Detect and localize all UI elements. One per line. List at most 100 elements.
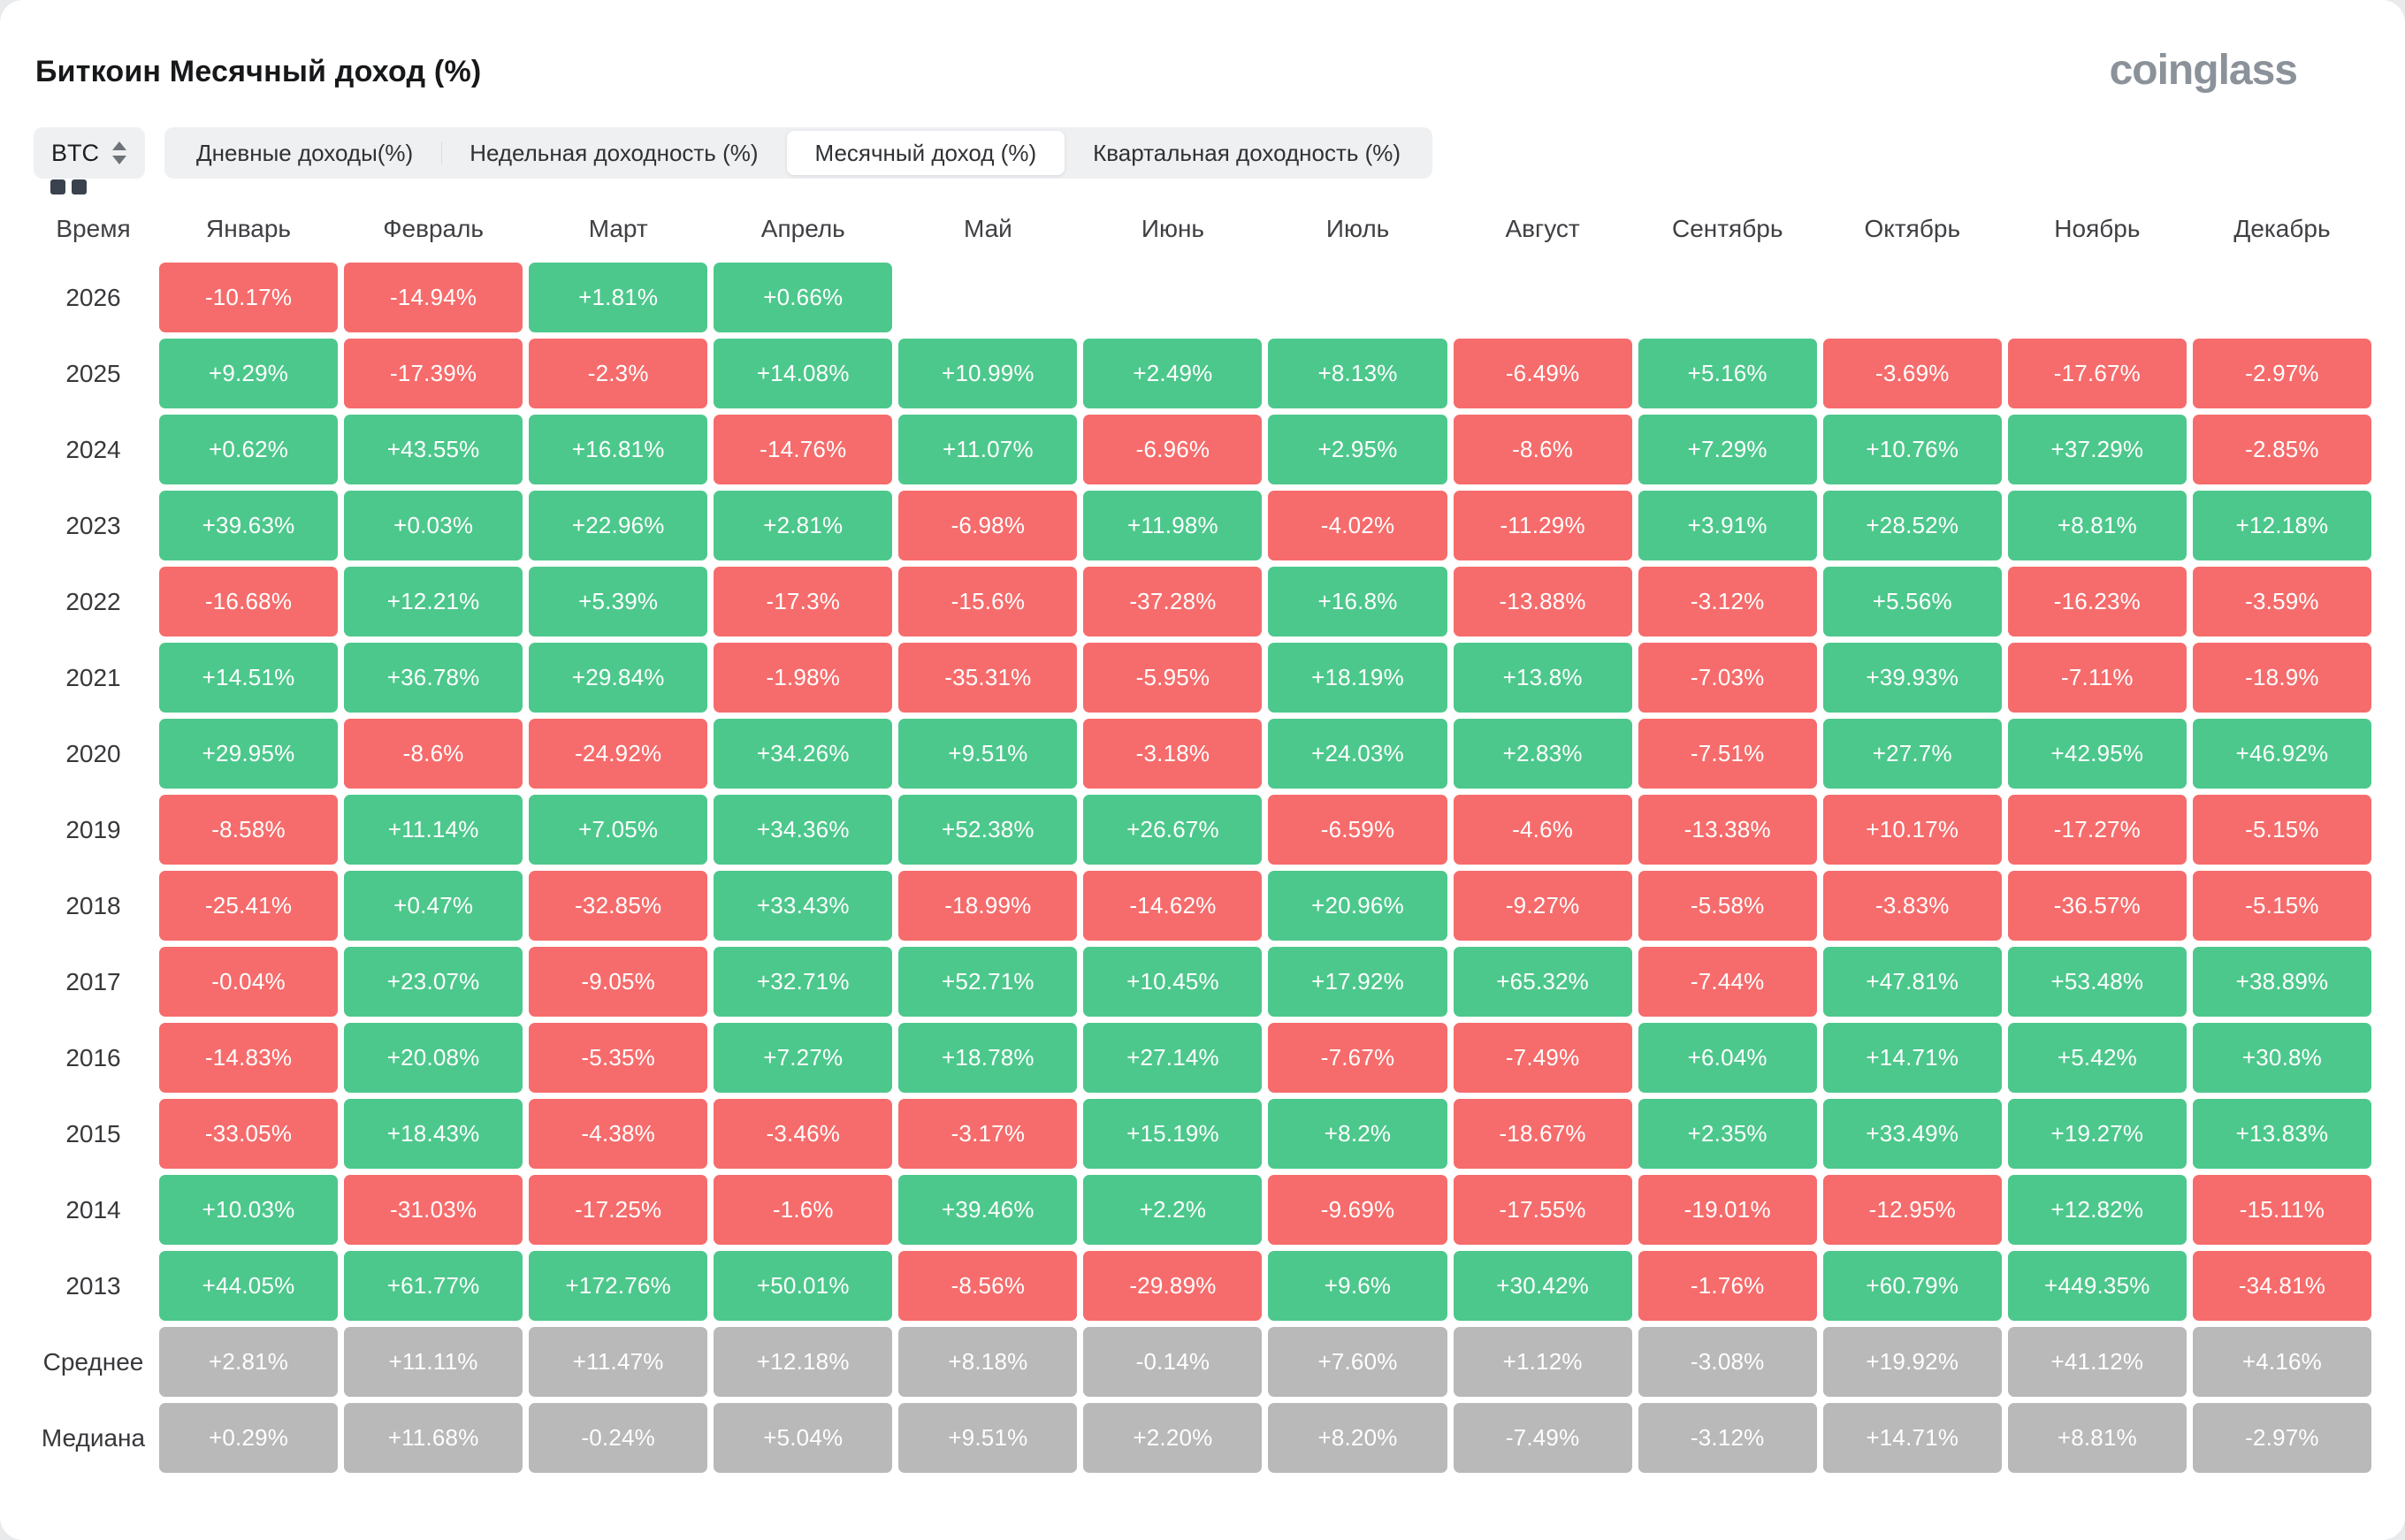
return-cell: -5.15% bbox=[2192, 871, 2371, 941]
return-cell: -0.24% bbox=[529, 1403, 708, 1473]
controls-row: BTC Дневные доходы(%) Недельная доходност… bbox=[0, 127, 2405, 194]
return-cell: -2.97% bbox=[2192, 1403, 2371, 1473]
return-cell: +0.03% bbox=[344, 491, 523, 560]
return-cell: +8.2% bbox=[1268, 1099, 1447, 1169]
year-label: 2016 bbox=[65, 1043, 121, 1071]
return-cell: +11.47% bbox=[529, 1327, 708, 1397]
return-cell: +1.12% bbox=[1453, 1327, 1632, 1397]
year-label: 2015 bbox=[65, 1119, 121, 1147]
return-cell: -13.88% bbox=[1453, 567, 1632, 637]
return-cell: -15.11% bbox=[2192, 1175, 2371, 1245]
return-cell: +11.98% bbox=[1083, 491, 1263, 560]
returns-grid: Время Январь Февраль Март Апрель Май Июнь Июль А… bbox=[34, 202, 2371, 1473]
return-cell: -37.28% bbox=[1083, 567, 1263, 637]
return-cell: +0.62% bbox=[159, 415, 339, 484]
return-cell: +2.81% bbox=[714, 491, 893, 560]
coinglass-logo: coinglass bbox=[2109, 47, 2298, 94]
return-cell: +20.96% bbox=[1268, 871, 1447, 941]
empty-cell bbox=[1454, 263, 1632, 332]
tab-4[interactable]: Квартальная доходность (%) bbox=[1093, 139, 1401, 166]
return-cell: +11.68% bbox=[344, 1403, 523, 1473]
return-cell: +3.91% bbox=[1638, 491, 1817, 560]
returns-table: Время Январь Февраль Март Апрель Май Июнь Июль А… bbox=[0, 202, 2405, 1473]
return-cell: -7.44% bbox=[1638, 947, 1817, 1017]
return-cell: -5.58% bbox=[1638, 871, 1817, 941]
empty-cell bbox=[1823, 263, 2002, 332]
return-cell: -3.83% bbox=[1822, 871, 2002, 941]
year-label: 2017 bbox=[65, 967, 121, 995]
tab-2[interactable]: Недельная доходность (%) bbox=[441, 131, 786, 175]
return-cell: +29.95% bbox=[159, 719, 339, 789]
return-cell: +12.18% bbox=[2192, 491, 2371, 560]
month-column-header: Май bbox=[963, 215, 1012, 242]
month-column-header: Март bbox=[588, 215, 648, 242]
return-cell: +23.07% bbox=[344, 947, 523, 1017]
year-label: 2021 bbox=[65, 663, 121, 691]
return-cell: +52.71% bbox=[898, 947, 1078, 1017]
time-column-header: Время bbox=[56, 215, 131, 242]
return-cell: +30.42% bbox=[1453, 1251, 1632, 1321]
return-cell: -16.68% bbox=[159, 567, 339, 637]
return-cell: +9.51% bbox=[898, 1403, 1078, 1473]
year-label: 2022 bbox=[65, 587, 121, 615]
return-cell: +18.78% bbox=[898, 1023, 1078, 1093]
month-column-header: Январь bbox=[206, 215, 292, 242]
return-cell: +36.78% bbox=[344, 643, 523, 713]
return-cell: -7.03% bbox=[1638, 643, 1817, 713]
return-cell: -25.41% bbox=[159, 871, 339, 941]
return-cell: +29.84% bbox=[529, 643, 708, 713]
return-cell: -17.55% bbox=[1453, 1175, 1632, 1245]
return-cell: +6.04% bbox=[1638, 1023, 1817, 1093]
return-cell: +172.76% bbox=[529, 1251, 708, 1321]
return-cell: +10.03% bbox=[159, 1175, 339, 1245]
tab-group: Дневные доходы(%) Недельная доходность (%… bbox=[164, 127, 1433, 179]
year-label: 2014 bbox=[65, 1195, 121, 1224]
return-cell: -24.92% bbox=[529, 719, 708, 789]
return-cell: +52.38% bbox=[898, 795, 1078, 865]
return-cell: +41.12% bbox=[2007, 1327, 2187, 1397]
return-cell: -6.96% bbox=[1083, 415, 1263, 484]
return-cell: -4.38% bbox=[529, 1099, 708, 1169]
return-cell: +33.49% bbox=[1822, 1099, 2002, 1169]
return-cell: +18.19% bbox=[1268, 643, 1447, 713]
return-cell: -3.12% bbox=[1638, 1403, 1817, 1473]
return-cell: +8.13% bbox=[1268, 339, 1447, 408]
return-cell: +27.7% bbox=[1822, 719, 2002, 789]
return-cell: +10.99% bbox=[898, 339, 1078, 408]
return-cell: -15.6% bbox=[898, 567, 1078, 637]
return-cell: +14.51% bbox=[159, 643, 339, 713]
return-cell: +2.2% bbox=[1083, 1175, 1263, 1245]
return-cell: +10.45% bbox=[1083, 947, 1263, 1017]
return-cell: +14.71% bbox=[1822, 1023, 2002, 1093]
return-cell: +26.67% bbox=[1083, 795, 1263, 865]
return-cell: +5.39% bbox=[529, 567, 708, 637]
return-cell: +16.81% bbox=[529, 415, 708, 484]
return-cell: -3.59% bbox=[2192, 567, 2371, 637]
return-cell: -17.27% bbox=[2007, 795, 2187, 865]
return-cell: +19.27% bbox=[2007, 1099, 2187, 1169]
return-cell: +2.35% bbox=[1638, 1099, 1817, 1169]
return-cell: +60.79% bbox=[1822, 1251, 2002, 1321]
return-cell: +1.81% bbox=[529, 263, 708, 332]
return-cell: +42.95% bbox=[2007, 719, 2187, 789]
return-cell: -34.81% bbox=[2192, 1251, 2371, 1321]
return-cell: +7.27% bbox=[714, 1023, 893, 1093]
return-cell: -9.27% bbox=[1453, 871, 1632, 941]
return-cell: +11.14% bbox=[344, 795, 523, 865]
empty-cell bbox=[1268, 263, 1447, 332]
tab-3-active[interactable]: Месячный доход (%) bbox=[786, 131, 1065, 175]
return-cell: -31.03% bbox=[344, 1175, 523, 1245]
tab-1[interactable]: Дневные доходы(%) bbox=[196, 139, 414, 166]
return-cell: -16.23% bbox=[2007, 567, 2187, 637]
return-cell: -6.59% bbox=[1268, 795, 1447, 865]
return-cell: -12.95% bbox=[1822, 1175, 2002, 1245]
return-cell: -6.98% bbox=[898, 491, 1078, 560]
return-cell: -19.01% bbox=[1638, 1175, 1817, 1245]
return-cell: +12.21% bbox=[344, 567, 523, 637]
return-cell: -8.58% bbox=[159, 795, 339, 865]
return-cell: +27.14% bbox=[1083, 1023, 1263, 1093]
coin-selector[interactable]: BTC bbox=[34, 127, 145, 194]
return-cell: -36.57% bbox=[2007, 871, 2187, 941]
return-cell: +0.29% bbox=[159, 1403, 339, 1473]
